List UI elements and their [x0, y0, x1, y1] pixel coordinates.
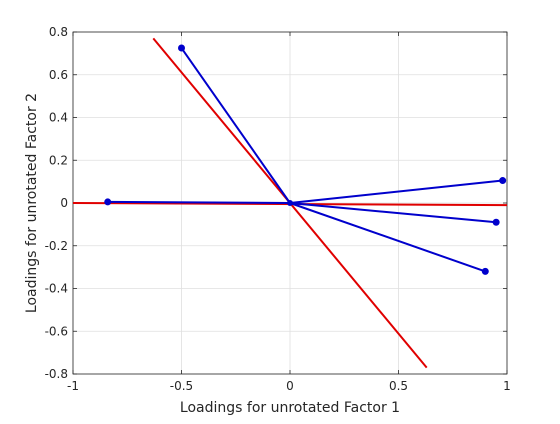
- x-tick-label: -0.5: [170, 379, 193, 393]
- loading-point: [104, 198, 112, 206]
- x-tick-label: 0: [286, 379, 294, 393]
- y-tick-label: -0.8: [45, 367, 68, 381]
- y-tick-label: 0.4: [49, 111, 68, 125]
- x-tick-label: 1: [503, 379, 511, 393]
- y-tick-label: -0.6: [45, 324, 68, 338]
- loading-vector: [289, 179, 503, 204]
- loading-vector: [289, 202, 497, 224]
- loading-vector: [289, 202, 486, 273]
- y-axis-label: Loadings for unrotated Factor 2: [24, 93, 40, 313]
- loading-point: [492, 218, 500, 226]
- origin-point: [287, 200, 293, 206]
- y-tick-label: -0.2: [45, 239, 68, 253]
- y-tick-label: 0: [60, 196, 68, 210]
- x-axis-ticks: -1 -0.5 0 0.5 1: [67, 32, 511, 393]
- y-tick-label: 0.2: [49, 153, 68, 167]
- loading-vector: [180, 47, 291, 204]
- x-axis-label: Loadings for unrotated Factor 1: [180, 400, 400, 416]
- x-tick-label: -1: [67, 379, 79, 393]
- loading-vectors: [104, 44, 507, 275]
- y-tick-label: 0.6: [49, 68, 68, 82]
- loading-point: [178, 44, 185, 52]
- y-tick-label: -0.4: [45, 282, 68, 296]
- loading-point: [499, 177, 507, 185]
- loading-vector: [107, 200, 291, 204]
- loading-point: [481, 267, 489, 275]
- y-tick-label: 0.8: [49, 25, 68, 39]
- y-axis-ticks: -0.8 -0.6 -0.4 -0.2 0 0.2 0.4 0.6 0.8: [45, 25, 507, 381]
- x-tick-label: 0.5: [389, 379, 408, 393]
